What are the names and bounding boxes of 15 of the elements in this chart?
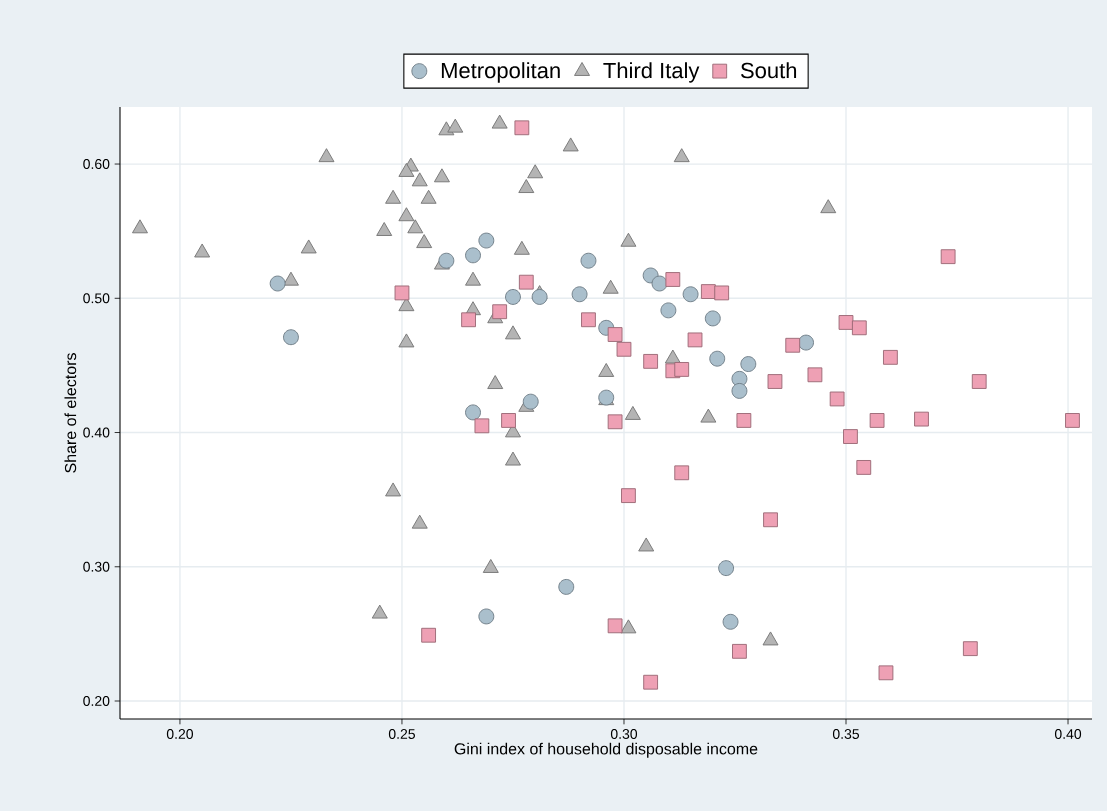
x-tick-label: 0.30: [610, 729, 638, 739]
y-tick-label: 0.50: [83, 293, 110, 304]
legend-label: Metropolitan: [441, 62, 560, 83]
y-tick-label: 0.30: [83, 561, 110, 572]
y-tick-label: 0.20: [83, 696, 110, 706]
y-axis-title: Share of electors: [64, 353, 77, 473]
x-tick-label: 0.20: [166, 729, 194, 739]
x-axis-title: Gini index of household disposable income: [454, 742, 758, 758]
x-tick-label: 0.40: [1054, 729, 1082, 739]
y-tick-label: 0.40: [83, 427, 110, 438]
x-tick-label: 0.25: [388, 729, 415, 739]
x-tick-label: 0.35: [832, 729, 860, 739]
legend-label: Third Italy: [603, 62, 700, 83]
y-tick-label: 0.60: [83, 159, 110, 170]
legend-label: South: [740, 62, 797, 79]
